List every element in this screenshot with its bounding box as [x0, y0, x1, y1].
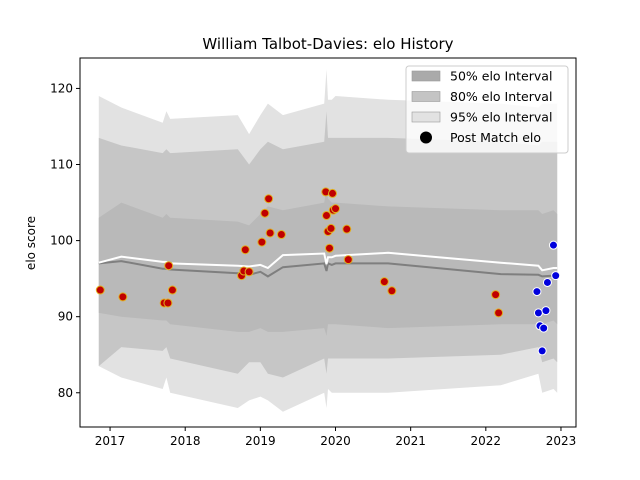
y-tick-label: 100 [50, 234, 73, 248]
recent-match-point [537, 346, 547, 356]
post-match-point [326, 223, 336, 233]
axes: 2017 2018 2019 2020 2021 2022 2023 80 90 100 110 12… [50, 57, 577, 448]
post-match-point [244, 267, 254, 277]
post-match-point [164, 261, 174, 271]
post-match-point [264, 194, 274, 204]
recent-match-point [533, 308, 543, 318]
legend-marker [420, 131, 432, 144]
post-match-point [321, 210, 331, 220]
post-match-point [379, 277, 389, 287]
post-match-point [265, 228, 275, 238]
post-match-point [325, 243, 335, 253]
x-tick-label: 2017 [95, 434, 126, 448]
post-match-point [163, 298, 173, 308]
post-match-point [276, 230, 286, 240]
plot-area [95, 69, 561, 412]
post-match-point [257, 237, 267, 247]
legend: 50% elo Interval 80% elo Interval 95% elo … [405, 65, 569, 154]
legend-label: Post Match elo [450, 130, 541, 145]
x-tick-label: 2019 [245, 434, 276, 448]
post-match-point [387, 286, 397, 296]
post-match-point [328, 188, 338, 198]
post-match-point [118, 292, 128, 302]
x-tick-label: 2018 [170, 434, 201, 448]
legend-swatch [411, 111, 441, 123]
y-tick-label: 80 [58, 386, 73, 400]
legend-box [405, 65, 569, 154]
post-match-point [494, 308, 504, 318]
post-match-point [342, 224, 352, 234]
legend-swatch [411, 70, 441, 82]
recent-match-point [542, 277, 552, 287]
post-match-point [343, 255, 353, 265]
y-tick-label: 90 [58, 310, 73, 324]
legend-label: 50% elo Interval [450, 69, 552, 84]
post-match-point [491, 290, 501, 300]
legend-swatch [411, 91, 441, 102]
recent-match-point [541, 306, 551, 316]
axes-frame [79, 57, 577, 428]
recent-match-point [539, 323, 549, 333]
recent-match-point [551, 271, 561, 281]
post-match-point [331, 204, 341, 214]
recent-match-point [548, 240, 558, 250]
x-tick-label: 2023 [546, 434, 577, 448]
y-tick-label: 110 [50, 158, 73, 172]
post-match-point [260, 208, 270, 218]
post-match-point [240, 245, 250, 255]
chart-title: William Talbot-Davies: elo History [202, 35, 453, 53]
y-axis-label: elo score [24, 216, 38, 270]
legend-label: 95% elo Interval [450, 110, 552, 125]
post-match-point [167, 285, 177, 295]
x-tick-label: 2021 [395, 434, 426, 448]
y-tick-label: 120 [50, 81, 73, 95]
x-tick-label: 2022 [471, 434, 502, 448]
post-match-point [95, 285, 105, 295]
legend-label: 80% elo Interval [450, 89, 552, 104]
x-tick-label: 2020 [320, 434, 351, 448]
recent-match-point [532, 287, 542, 297]
